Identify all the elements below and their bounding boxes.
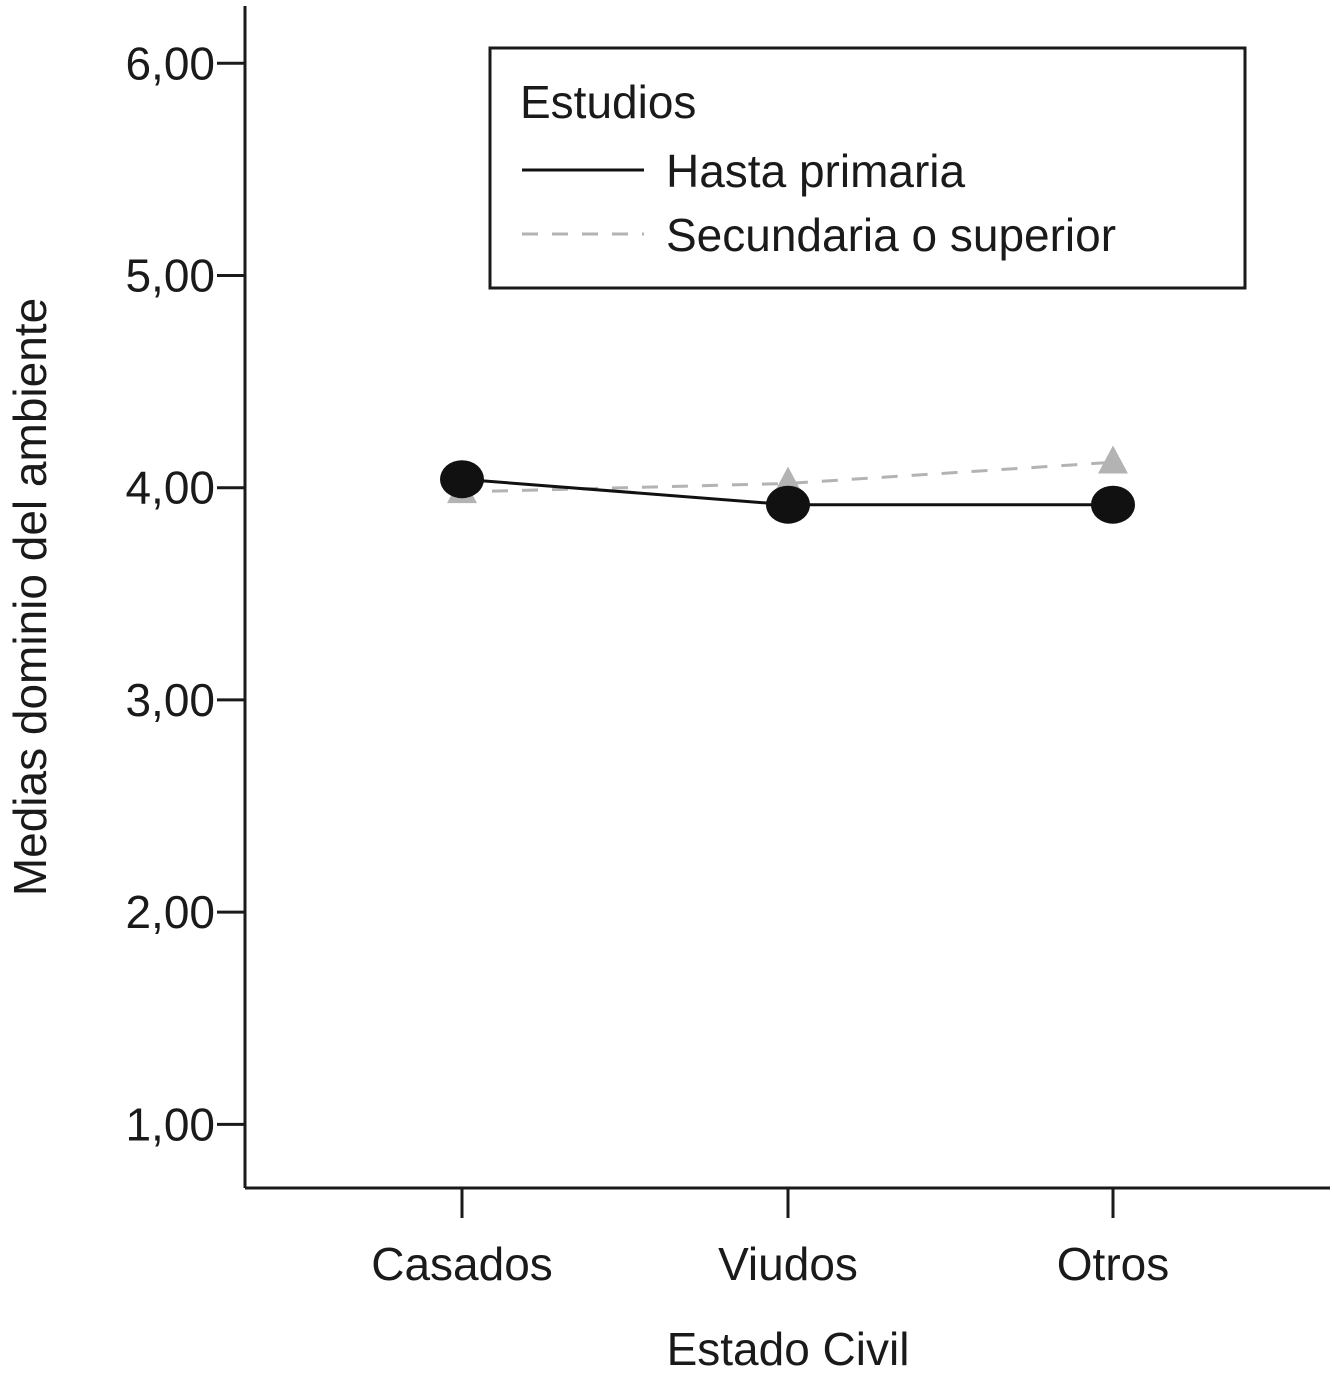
x-tick-label-viudos: Viudos: [718, 1238, 858, 1290]
y-tick-label: 4,00: [125, 462, 215, 514]
y-tick-label: 5,00: [125, 250, 215, 302]
y-tick-label: 2,00: [125, 886, 215, 938]
x-tick-label-otros: Otros: [1057, 1238, 1169, 1290]
x-tick-label-casados: Casados: [371, 1238, 553, 1290]
legend-label-hasta-primaria: Hasta primaria: [666, 145, 966, 197]
y-tick-label: 1,00: [125, 1098, 215, 1150]
point-secundaria-o-superior-otros: [1098, 445, 1128, 474]
point-hasta-primaria-otros: [1091, 485, 1135, 524]
y-ticks: 1,00 2,00 3,00 4,00 5,00 6,00: [125, 37, 245, 1150]
y-tick-label: 3,00: [125, 674, 215, 726]
series-line-secundaria-o-superior: [461, 460, 1114, 494]
y-axis-title: Medias dominio del ambiente: [4, 298, 56, 896]
point-hasta-primaria-viudos: [766, 485, 810, 524]
x-axis-title: Estado Civil: [667, 1323, 910, 1375]
series-layer: [440, 445, 1135, 524]
point-hasta-primaria-casados: [440, 460, 484, 499]
legend-title: Estudios: [520, 76, 696, 128]
x-ticks: Casados Viudos Otros: [371, 1188, 1169, 1290]
legend-label-secundaria-o-superior: Secundaria o superior: [666, 209, 1116, 261]
legend: Estudios Hasta primaria Secundaria o sup…: [488, 46, 1247, 290]
series-hasta-primaria: [440, 460, 1135, 524]
legend-box: [488, 46, 1247, 290]
y-tick-label: 6,00: [125, 37, 215, 89]
